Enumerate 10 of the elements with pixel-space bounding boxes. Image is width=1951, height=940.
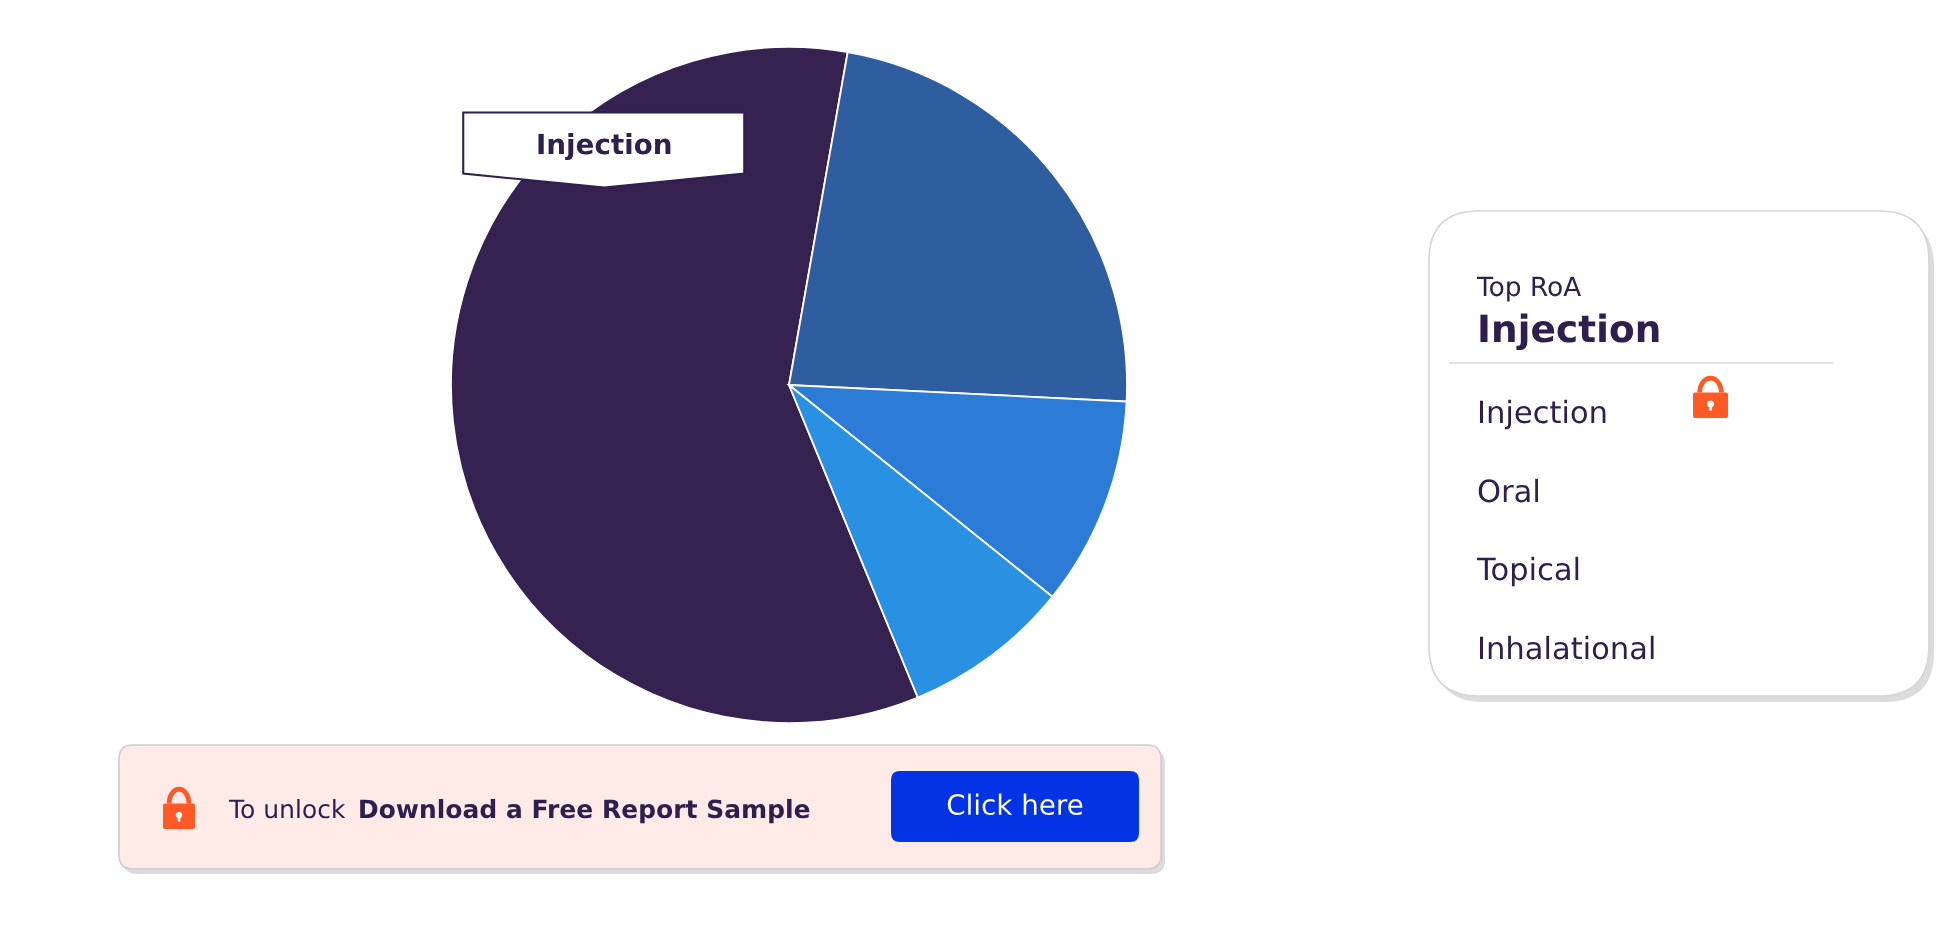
text: To unlock (228, 799, 346, 819)
text: Injection (1480, 313, 1659, 351)
text: Click here (947, 793, 1083, 816)
text: Topical (1476, 556, 1579, 587)
slice-label: Injection (538, 133, 671, 161)
text: Top RoA (1476, 276, 1582, 302)
text: Oral (1478, 478, 1538, 503)
text: Injection (1480, 399, 1606, 430)
text: Inhalational (1480, 635, 1654, 660)
text: Download a Free Report Sample (360, 799, 810, 824)
